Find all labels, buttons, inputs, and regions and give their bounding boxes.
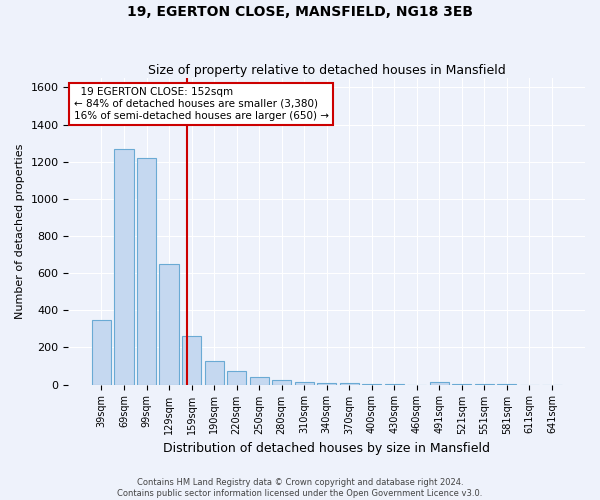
- Bar: [272, 380, 291, 384]
- Title: Size of property relative to detached houses in Mansfield: Size of property relative to detached ho…: [148, 64, 506, 77]
- Text: 19, EGERTON CLOSE, MANSFIELD, NG18 3EB: 19, EGERTON CLOSE, MANSFIELD, NG18 3EB: [127, 5, 473, 19]
- X-axis label: Distribution of detached houses by size in Mansfield: Distribution of detached houses by size …: [163, 442, 490, 455]
- Bar: [250, 377, 269, 384]
- Bar: [137, 158, 156, 384]
- Bar: [182, 336, 201, 384]
- Bar: [227, 370, 246, 384]
- Bar: [205, 362, 224, 384]
- Text: 19 EGERTON CLOSE: 152sqm
← 84% of detached houses are smaller (3,380)
16% of sem: 19 EGERTON CLOSE: 152sqm ← 84% of detach…: [74, 88, 329, 120]
- Bar: [115, 148, 134, 384]
- Bar: [295, 382, 314, 384]
- Bar: [160, 264, 179, 384]
- Y-axis label: Number of detached properties: Number of detached properties: [15, 144, 25, 319]
- Bar: [92, 320, 111, 384]
- Bar: [430, 382, 449, 384]
- Bar: [340, 383, 359, 384]
- Bar: [317, 382, 336, 384]
- Text: Contains HM Land Registry data © Crown copyright and database right 2024.
Contai: Contains HM Land Registry data © Crown c…: [118, 478, 482, 498]
